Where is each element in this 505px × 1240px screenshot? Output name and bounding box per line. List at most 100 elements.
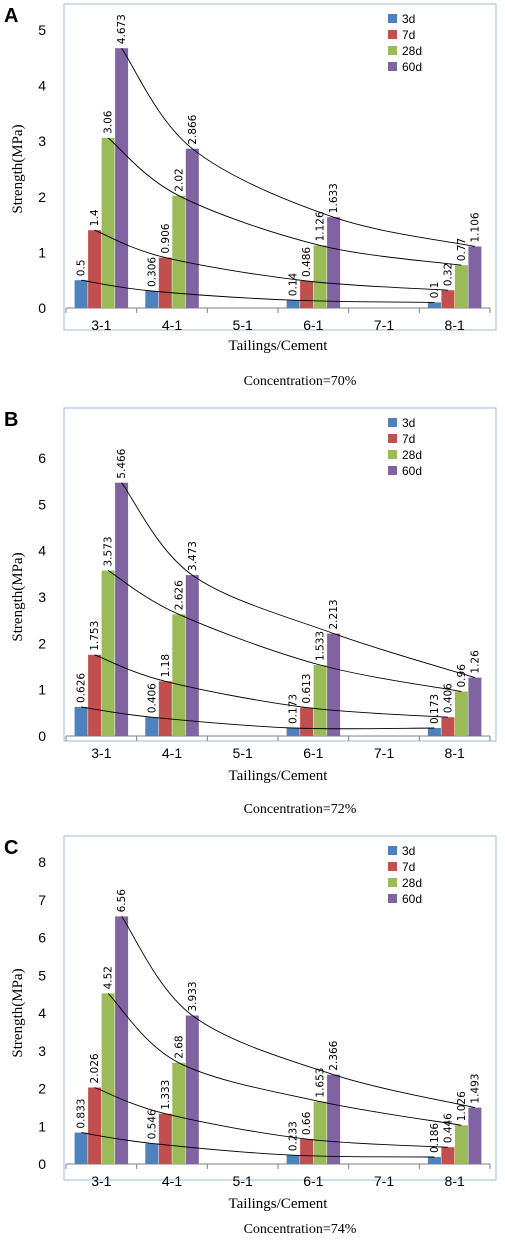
data-label: 0.96 (456, 664, 468, 688)
x-tick-label: 5-1 (233, 1173, 253, 1189)
bar-3d-4-1 (145, 1143, 159, 1164)
panel-letter: B (4, 409, 18, 431)
y-tick-label: 3 (38, 1043, 46, 1059)
x-tick-label: 3-1 (91, 317, 111, 333)
bar-7d-4-1 (158, 1113, 172, 1164)
data-label: 0.14 (288, 273, 300, 297)
bar-28d-6-1 (313, 1101, 327, 1164)
y-tick-label: 1 (38, 1118, 46, 1134)
x-tick-label: 8-1 (445, 317, 465, 333)
bar-7d-4-1 (158, 681, 172, 736)
bar-7d-8-1 (441, 290, 455, 308)
y-axis-title: Strength(MPa) (10, 124, 26, 213)
concentration-note: Concentration=72% (244, 802, 357, 817)
legend-swatch-3d (388, 14, 397, 23)
bar-7d-4-1 (158, 257, 172, 308)
trendline-60d (121, 482, 476, 679)
y-tick-label: 7 (38, 892, 46, 908)
bar-28d-4-1 (172, 614, 186, 736)
bar-7d-8-1 (441, 1147, 455, 1164)
bar-60d-8-1 (468, 246, 482, 308)
concentration-note: Concentration=70% (244, 374, 357, 389)
bar-60d-6-1 (327, 217, 341, 308)
panel-letter: C (4, 837, 18, 859)
data-label: 1.333 (160, 1080, 172, 1110)
y-axis-title: Strength(MPa) (10, 968, 26, 1057)
bar-3d-6-1 (286, 728, 300, 736)
data-label: 0.5 (76, 259, 88, 276)
legend-swatch-3d (388, 846, 397, 855)
bar-60d-3-1 (115, 48, 129, 308)
data-label: 1.26 (469, 650, 481, 674)
trendline-3d (81, 706, 435, 730)
y-tick-label: 1 (38, 682, 46, 698)
x-tick-label: 8-1 (445, 745, 465, 761)
data-label: 0.66 (301, 1111, 313, 1135)
data-label: 1.126 (315, 211, 327, 241)
data-label: 0.186 (429, 1123, 441, 1153)
data-label: 2.213 (328, 599, 340, 629)
data-label: 4.52 (103, 966, 115, 989)
legend-label-28d: 28d (402, 44, 422, 58)
x-tick-label: 8-1 (445, 1173, 465, 1189)
data-label: 1.18 (160, 654, 172, 677)
data-label: 0.173 (288, 694, 300, 724)
bar-3d-8-1 (427, 302, 441, 308)
bar-7d-6-1 (300, 281, 314, 308)
y-tick-label: 8 (38, 854, 46, 870)
y-tick-label: 0 (38, 1156, 46, 1172)
bar-60d-8-1 (468, 1107, 482, 1164)
bar-28d-8-1 (454, 1125, 468, 1164)
y-tick-label: 5 (38, 22, 46, 38)
legend-swatch-7d (388, 862, 397, 871)
bar-3d-8-1 (427, 728, 441, 736)
bar-28d-4-1 (172, 195, 186, 308)
data-label: 0.32 (442, 263, 454, 286)
data-label: 0.546 (146, 1109, 158, 1139)
data-label: 1.106 (469, 212, 481, 242)
bar-28d-6-1 (313, 665, 327, 736)
data-label: 2.626 (173, 580, 185, 610)
data-label: 0.406 (442, 683, 454, 713)
data-label: 0.306 (146, 257, 158, 287)
legend-label-60d: 60d (402, 892, 422, 906)
data-label: 0.173 (429, 694, 441, 724)
legend-swatch-60d (388, 894, 397, 903)
data-label: 2.026 (89, 1053, 101, 1083)
data-label: 2.68 (173, 1035, 185, 1058)
bar-28d-3-1 (101, 570, 115, 736)
bar-3d-3-1 (74, 280, 88, 308)
x-tick-label: 7-1 (374, 1173, 394, 1189)
bar-7d-6-1 (300, 707, 314, 736)
legend-label-7d: 7d (402, 860, 415, 874)
bar-3d-6-1 (286, 300, 300, 308)
data-label: 1.493 (469, 1074, 481, 1104)
data-label: 2.866 (187, 114, 199, 144)
chart-panel-a: A 0 1 2 3 4 5 Strength(MPa) 3-1 4-1 5-1 6-1 7-1 8-1 Ta… (4, 3, 497, 389)
legend-swatch-28d (388, 46, 397, 55)
bar-60d-4-1 (185, 1015, 199, 1164)
legend-swatch-3d (388, 418, 397, 427)
legend-label-28d: 28d (402, 876, 422, 890)
legend-swatch-60d (388, 466, 397, 475)
bar-60d-3-1 (115, 916, 129, 1164)
data-label: 2.366 (328, 1040, 340, 1070)
plot-frame (63, 3, 497, 331)
data-label: 1.653 (315, 1068, 327, 1098)
trendline-3d (81, 1132, 435, 1158)
legend-swatch-28d (388, 450, 397, 459)
bar-28d-3-1 (101, 993, 115, 1164)
bar-60d-6-1 (327, 633, 341, 736)
y-tick-label: 4 (38, 78, 46, 94)
bar-28d-3-1 (101, 137, 115, 308)
bar-60d-3-1 (115, 482, 129, 736)
x-tick-label: 5-1 (233, 317, 253, 333)
data-label: 1.633 (328, 183, 340, 213)
y-axis-title: Strength(MPa) (10, 552, 26, 641)
plot-frame (63, 407, 497, 742)
data-label: 2.02 (173, 168, 185, 191)
x-tick-label: 3-1 (91, 745, 111, 761)
legend-label-7d: 7d (402, 432, 415, 446)
x-tick-label: 4-1 (162, 745, 182, 761)
